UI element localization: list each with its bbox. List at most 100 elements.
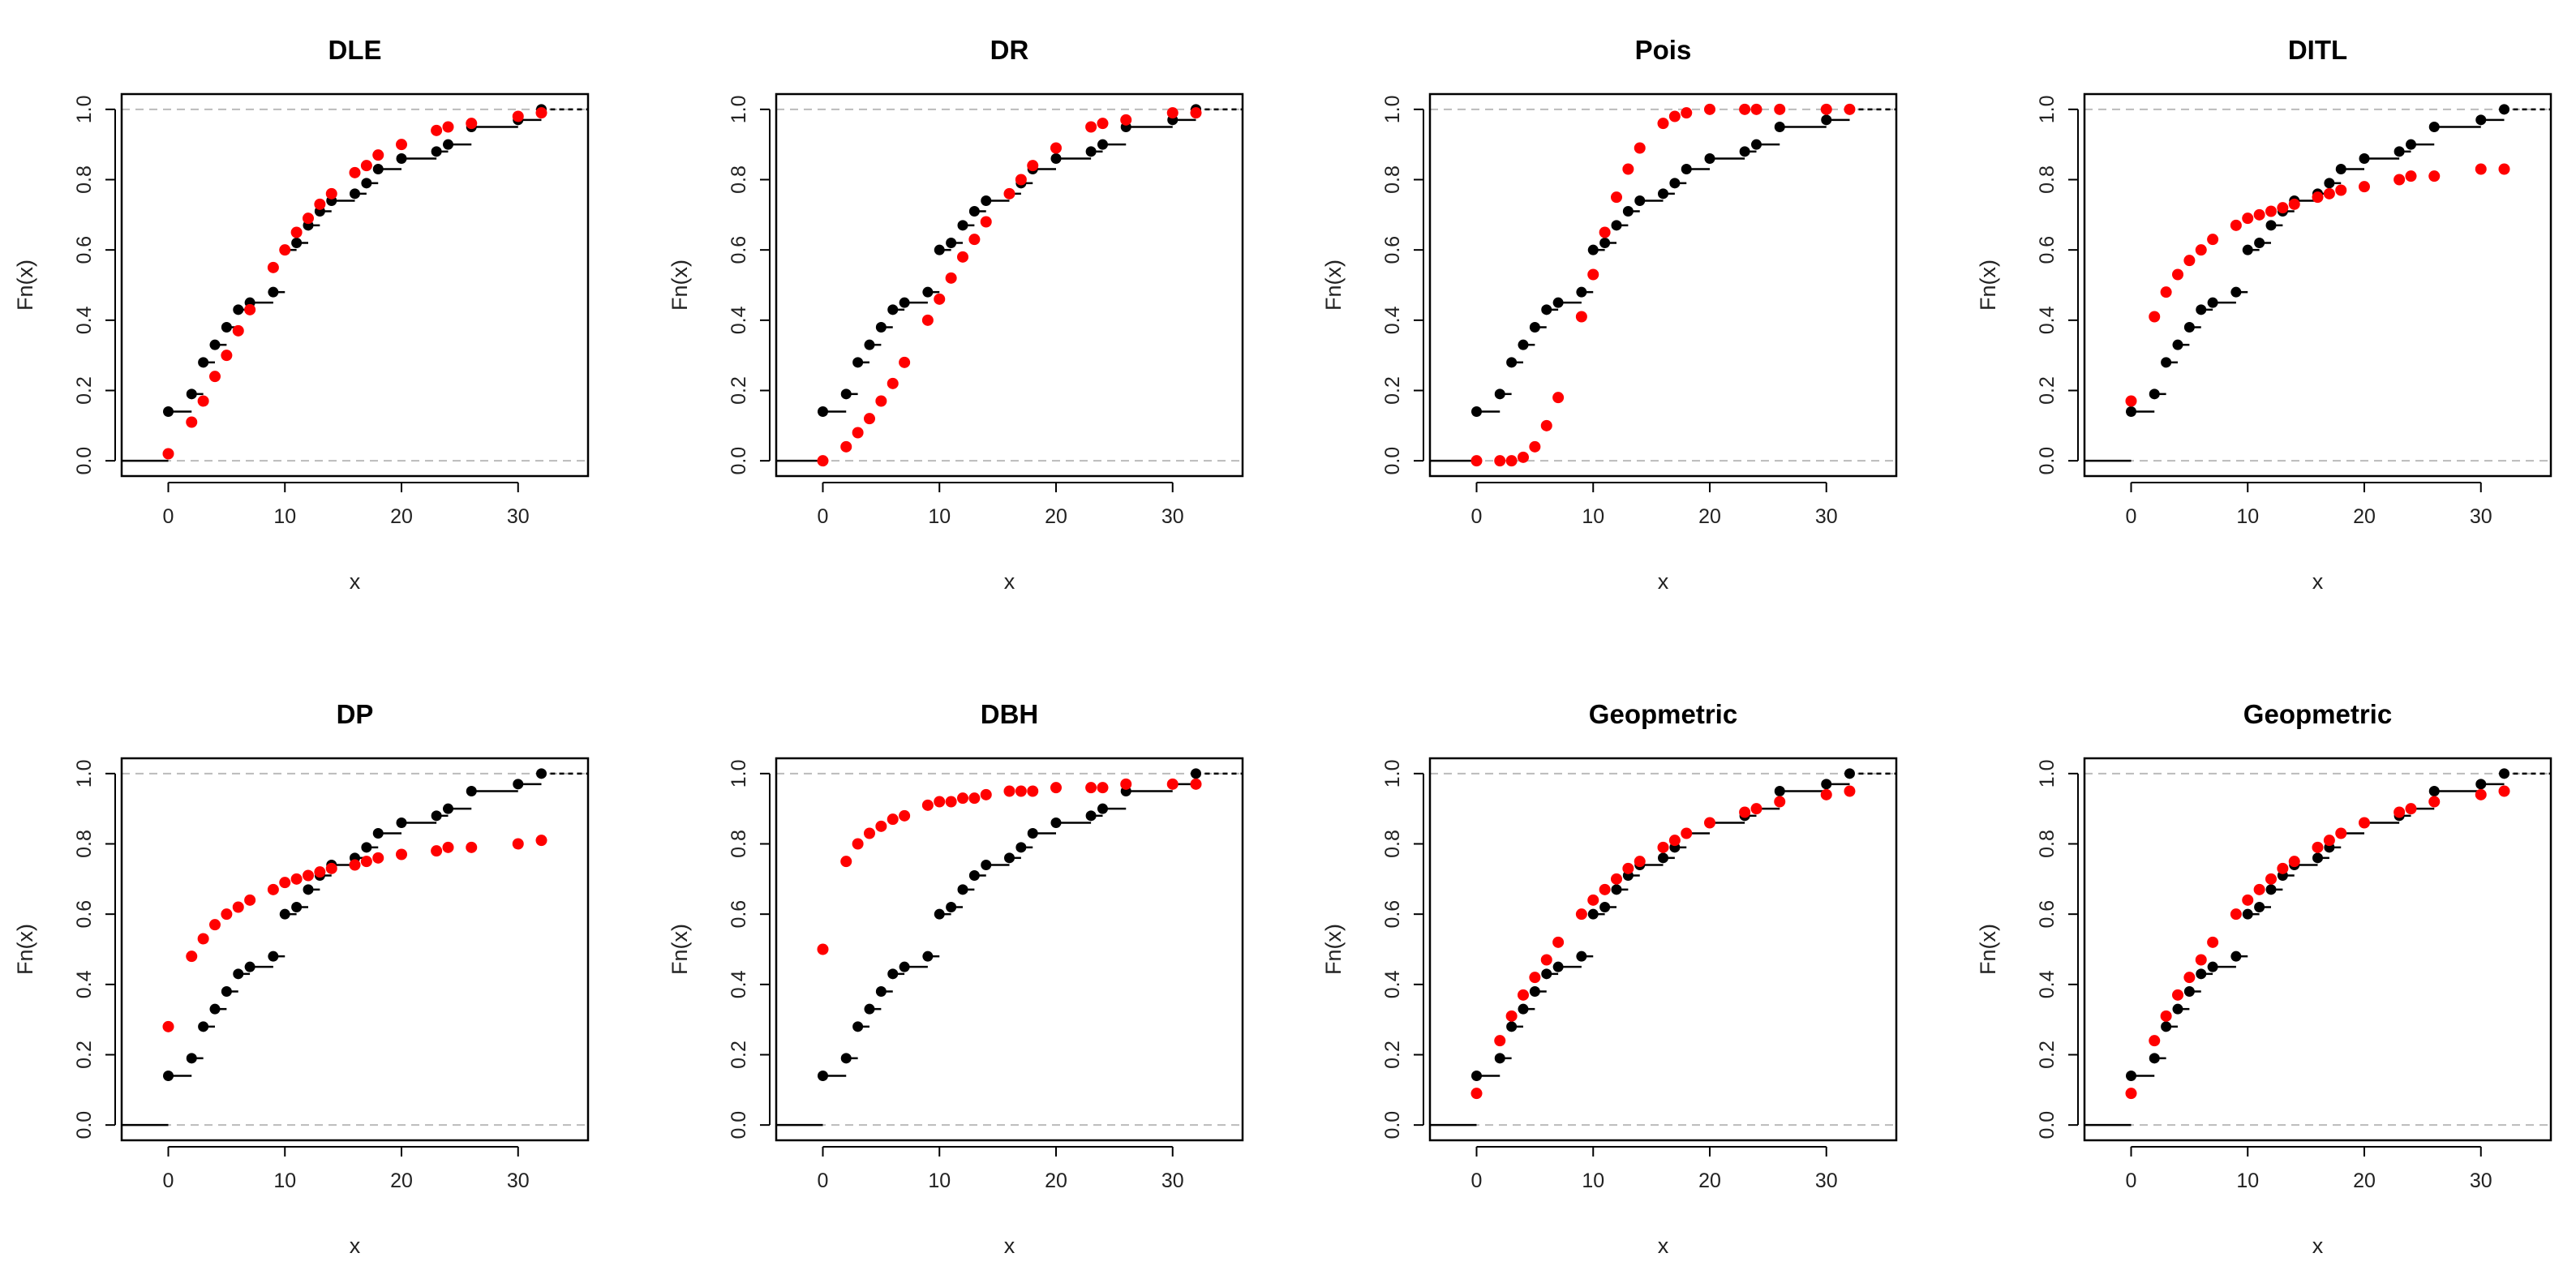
y-tick-label: 0.4: [1381, 306, 1404, 334]
x-tick-label: 0: [2126, 1169, 2137, 1192]
ecdf-point: [1552, 297, 1564, 308]
fitted-point: [1681, 827, 1693, 839]
ecdf-point: [887, 968, 899, 980]
fitted-point: [1599, 883, 1611, 895]
y-axis-label: Fn(x): [13, 924, 37, 975]
ecdf-point: [361, 842, 372, 853]
fitted-point: [1529, 972, 1541, 984]
plot-frame: [120, 757, 590, 1142]
fitted-point: [945, 796, 957, 808]
ecdf-point: [350, 188, 360, 200]
ecdf-point: [968, 206, 980, 217]
x-tick-label: 30: [1161, 505, 1184, 528]
ecdf-point: [818, 1070, 828, 1081]
ecdf-point: [1015, 842, 1027, 853]
ecdf-point: [875, 321, 887, 333]
fitted-point: [1085, 121, 1097, 133]
x-tick-label: 0: [163, 1169, 174, 1192]
fitted-point: [442, 841, 454, 853]
ecdf-point: [2265, 884, 2277, 895]
y-tick-label: 1.0: [1381, 95, 1404, 123]
ecdf-point: [233, 304, 244, 315]
fitted-point: [1820, 788, 1832, 800]
fitted-point: [221, 350, 233, 362]
ecdf-point: [2475, 114, 2487, 126]
x-tick-label: 30: [1815, 1169, 1838, 1192]
ecdf-point: [852, 357, 864, 368]
ecdf-point: [2428, 122, 2440, 133]
fitted-point: [980, 216, 992, 228]
ecdf-point: [2207, 297, 2218, 308]
fitted-point: [1027, 160, 1039, 172]
y-tick-label: 0.2: [1381, 1041, 1404, 1069]
y-axis-label: Fn(x): [1976, 924, 2000, 975]
fitted-point: [2149, 1035, 2161, 1047]
ecdf-point: [1774, 122, 1785, 133]
fitted-point: [2207, 936, 2219, 948]
ecdf-point: [443, 803, 453, 814]
fitted-point: [1190, 107, 1202, 119]
y-tick-label: 0.0: [73, 447, 96, 475]
panel-3: DITL 0 10 20 30 0.0 0.2 0.4 0.6 0.8 1.0 x Fn(x): [1976, 35, 2552, 594]
fitted-point: [2394, 806, 2406, 818]
fitted-point: [186, 951, 198, 963]
fitted-point: [1120, 114, 1132, 126]
fitted-point: [2183, 972, 2196, 984]
ecdf-point: [2394, 146, 2405, 157]
fitted-point: [442, 121, 454, 133]
x-tick-label: 10: [1582, 1169, 1604, 1192]
y-tick-label: 0.0: [728, 447, 750, 475]
fitted-point: [887, 813, 899, 826]
ecdf-point: [1658, 852, 1668, 864]
x-tick-label: 20: [1698, 1169, 1721, 1192]
ecdf-point: [1622, 206, 1634, 217]
fitted-point: [2428, 796, 2441, 808]
ecdf-point: [2149, 1053, 2160, 1064]
fitted-point: [2498, 163, 2510, 175]
fitted-point: [875, 395, 887, 407]
x-axis-label: x: [1004, 569, 1015, 594]
x-tick-label: 10: [273, 1169, 296, 1192]
ecdf-point: [864, 339, 875, 350]
ecdf-point: [221, 321, 232, 333]
y-tick-label: 0.6: [1381, 900, 1404, 929]
panel-4: DP 0 10 20 30 0.0 0.2 0.4 0.6 0.8 1.0 x Fn(x): [13, 699, 590, 1258]
ecdf-point: [1552, 961, 1564, 972]
ecdf-point: [1611, 884, 1622, 895]
fitted-point: [2335, 184, 2347, 196]
fitted-point: [2253, 883, 2265, 895]
fitted-point: [1540, 954, 1552, 966]
x-tick-label: 10: [928, 1169, 951, 1192]
ecdf-point: [1506, 1021, 1518, 1032]
y-tick-label: 0.2: [73, 1041, 96, 1069]
fitted-point: [2265, 873, 2277, 885]
x-tick-label: 0: [1471, 1169, 1483, 1192]
fitted-point: [1634, 142, 1646, 154]
fitted-point: [1587, 894, 1599, 906]
ecdf-point: [922, 286, 934, 298]
fitted-point: [2172, 268, 2183, 281]
fitted-point: [232, 324, 244, 337]
x-tick-label: 10: [273, 505, 296, 528]
x-tick-label: 30: [507, 1169, 530, 1192]
plot-frame: [2083, 757, 2552, 1142]
ecdf-point: [2254, 902, 2265, 913]
fitted-point: [1166, 778, 1179, 790]
ecdf-point: [2183, 985, 2195, 997]
ecdf-point: [1050, 153, 1062, 165]
fitted-point: [957, 792, 968, 805]
ecdf-point: [1050, 818, 1062, 829]
fitted-point: [1575, 311, 1587, 323]
x-tick-label: 20: [1045, 505, 1067, 528]
fitted-point: [1750, 803, 1762, 815]
fitted-point: [1470, 455, 1483, 467]
ecdf-point: [957, 220, 968, 231]
ecdf-point: [1494, 388, 1505, 400]
fitted-point: [314, 866, 326, 878]
ecdf-point: [2324, 178, 2335, 189]
panel-6: Geopmetric 0 10 20 30 0.0 0.2 0.4 0.6 0.8 1.0 x Fn(x…: [1321, 699, 1898, 1258]
fitted-point: [2242, 212, 2254, 225]
ecdf-point: [198, 357, 209, 368]
fitted-point: [1120, 778, 1132, 790]
panel-2: Pois 0 10 20 30 0.0 0.2 0.4 0.6 0.8 1.0 x Fn(x): [1321, 35, 1898, 594]
